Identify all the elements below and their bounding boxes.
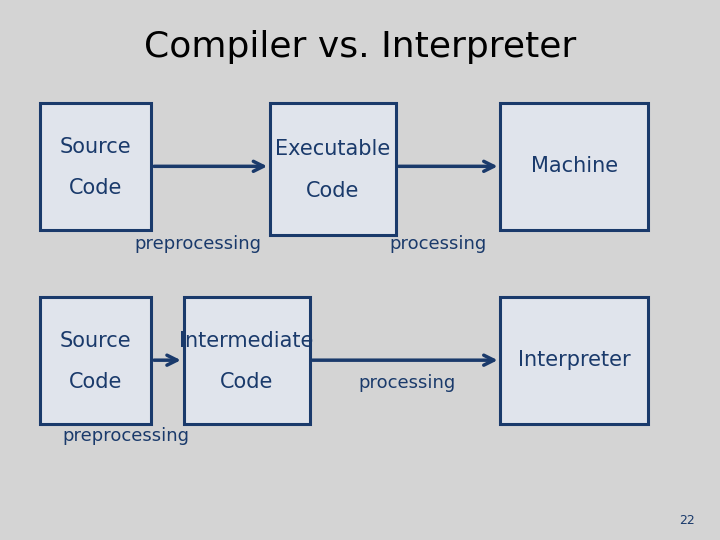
FancyBboxPatch shape	[500, 103, 648, 230]
FancyBboxPatch shape	[40, 103, 151, 230]
Text: 22: 22	[679, 514, 695, 526]
FancyBboxPatch shape	[40, 297, 151, 424]
Text: Code: Code	[220, 372, 274, 392]
Text: processing: processing	[389, 235, 487, 253]
Text: Interpreter: Interpreter	[518, 350, 631, 370]
Text: Code: Code	[68, 372, 122, 392]
Text: Source: Source	[60, 332, 131, 352]
Text: processing: processing	[358, 374, 456, 393]
Text: Compiler vs. Interpreter: Compiler vs. Interpreter	[144, 30, 576, 64]
Text: Intermediate: Intermediate	[179, 332, 314, 352]
FancyBboxPatch shape	[184, 297, 310, 424]
FancyBboxPatch shape	[270, 103, 396, 235]
Text: preprocessing: preprocessing	[63, 427, 189, 446]
Text: Machine: Machine	[531, 156, 618, 176]
Text: Source: Source	[60, 137, 131, 157]
Text: Executable: Executable	[275, 139, 391, 159]
Text: preprocessing: preprocessing	[135, 235, 261, 253]
Text: Code: Code	[306, 181, 360, 201]
Text: Code: Code	[68, 178, 122, 198]
FancyBboxPatch shape	[500, 297, 648, 424]
